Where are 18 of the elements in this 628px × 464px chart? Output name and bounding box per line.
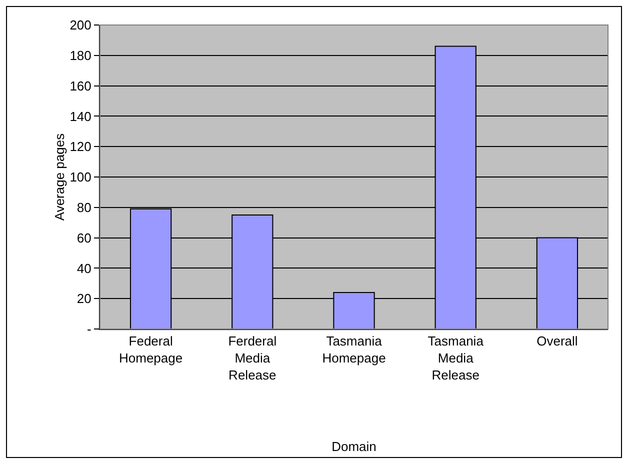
x-tick-label: Federal Homepage bbox=[118, 334, 183, 366]
x-tick-label: Tasmania Homepage bbox=[322, 334, 386, 366]
y-tick-label: 20 bbox=[76, 291, 92, 306]
y-tick-label: 160 bbox=[70, 78, 92, 94]
x-axis-title: Domain bbox=[332, 439, 376, 454]
y-tick-label: 180 bbox=[70, 48, 92, 63]
y-axis-title: Average pages bbox=[52, 132, 67, 221]
x-tick-label: Tasmania Media Release bbox=[428, 334, 484, 382]
y-tick-label: - bbox=[87, 322, 92, 337]
y-tick-label: 140 bbox=[70, 108, 92, 124]
y-tick-label: 60 bbox=[76, 230, 92, 246]
y-tick-label: 80 bbox=[76, 200, 92, 215]
x-tick-label: Ferderal Media Release bbox=[228, 334, 277, 382]
y-tick-label: 100 bbox=[70, 170, 92, 185]
x-tick-label: Overall bbox=[536, 334, 578, 349]
y-tick-label: 120 bbox=[70, 139, 92, 154]
y-tick-label: 40 bbox=[76, 260, 92, 276]
y-tick-label: 200 bbox=[70, 18, 92, 33]
